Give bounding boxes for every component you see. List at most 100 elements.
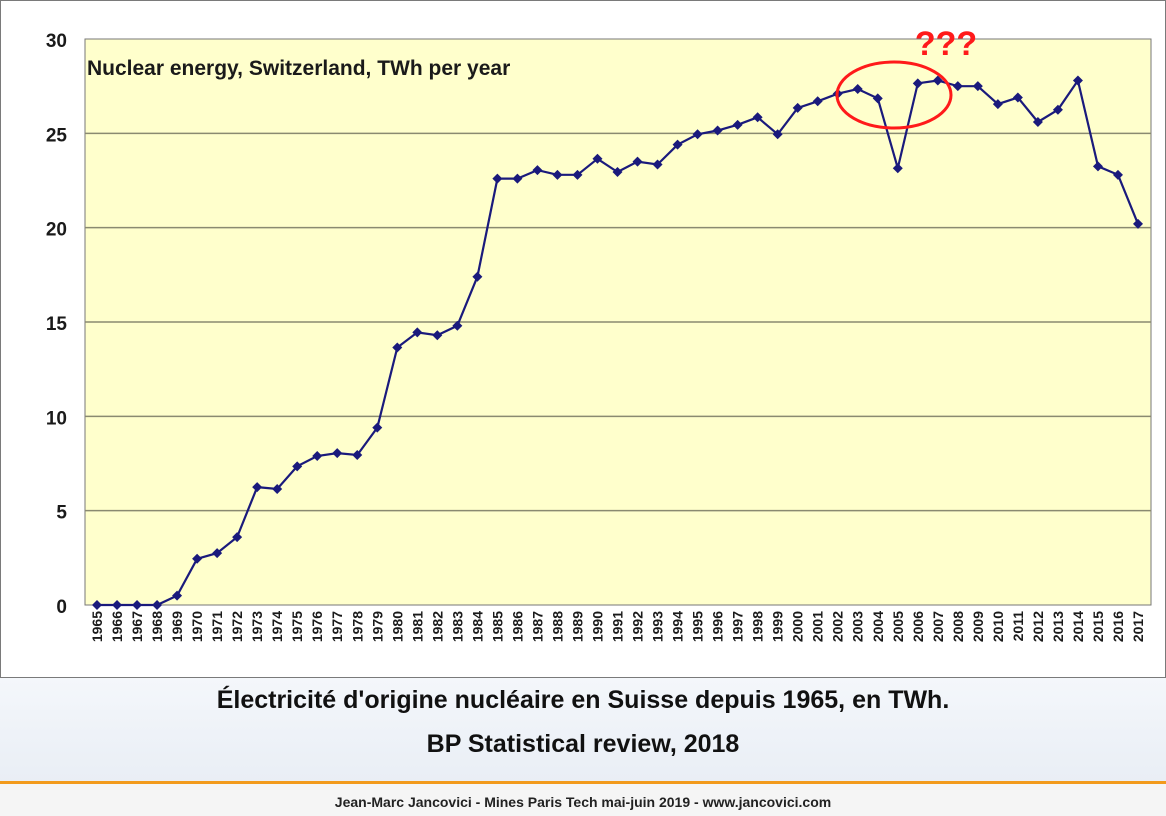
x-tick-label: 1992 <box>630 611 646 642</box>
data-point <box>992 99 1003 110</box>
data-point <box>772 129 783 140</box>
data-point <box>132 600 143 610</box>
x-tick-label: 1995 <box>690 611 706 642</box>
x-tick-label: 1988 <box>549 611 565 642</box>
x-tick-label: 2001 <box>810 611 826 642</box>
x-tick-label: 1987 <box>529 611 545 642</box>
annotation-highlight-ellipse <box>835 60 953 130</box>
footer-credit: Jean-Marc Jancovici - Mines Paris Tech m… <box>334 794 832 810</box>
x-tick-label: 1991 <box>610 611 626 642</box>
data-point <box>592 153 603 164</box>
data-point <box>572 169 583 180</box>
data-point <box>492 173 503 184</box>
data-point <box>232 532 243 543</box>
data-point <box>92 600 102 610</box>
x-tick-label: 1980 <box>389 611 405 642</box>
x-tick-label: 2008 <box>950 611 966 642</box>
data-point <box>932 75 943 86</box>
data-point <box>652 159 663 170</box>
x-tick-label: 2007 <box>930 611 946 642</box>
footer-divider <box>0 781 1166 784</box>
data-point <box>392 342 403 353</box>
chart-frame: 0 5 10 15 20 25 30 1965 1966 1967 1968 1969 1970 197… <box>0 0 1166 678</box>
x-tick-label: 2014 <box>1070 611 1086 642</box>
x-tick-label: 1986 <box>509 611 525 642</box>
x-tick-label: 2004 <box>870 611 886 642</box>
data-point <box>192 553 203 564</box>
x-tick-label: 1979 <box>369 611 385 642</box>
data-point <box>432 330 443 341</box>
x-tick-label: 1967 <box>129 611 145 642</box>
x-tick-label: 2010 <box>990 611 1006 642</box>
data-point <box>472 271 483 282</box>
x-tick-label: 1965 <box>89 611 105 642</box>
x-tick-label: 1993 <box>650 611 666 642</box>
caption-source: BP Statistical review, 2018 <box>426 730 740 758</box>
data-point <box>732 119 743 130</box>
data-point <box>1112 169 1123 180</box>
data-point <box>332 448 343 459</box>
x-tick-label: 1968 <box>149 611 165 642</box>
data-point <box>252 482 263 493</box>
data-point <box>292 461 303 472</box>
caption-title: Électricité d'origine nucléaire en Suiss… <box>216 686 950 714</box>
x-tick-label: 1972 <box>229 611 245 642</box>
x-tick-label: 1975 <box>289 611 305 642</box>
chart-title: Nuclear energy, Switzerland, TWh per yea… <box>87 57 510 80</box>
data-point <box>812 96 823 107</box>
data-point <box>552 169 563 180</box>
data-point <box>152 600 163 610</box>
x-tick-label: 2012 <box>1030 611 1046 642</box>
gridlines <box>85 132 1151 512</box>
data-point <box>512 173 523 184</box>
data-point <box>532 165 543 176</box>
y-tick-label: 25 <box>46 125 68 146</box>
data-point <box>312 450 323 461</box>
x-tick-label: 1970 <box>189 611 205 642</box>
y-tick-label: 20 <box>46 220 67 241</box>
x-tick-label: 1994 <box>670 611 686 642</box>
x-tick-label: 2013 <box>1050 611 1066 642</box>
x-tick-label: 1973 <box>249 611 265 642</box>
data-point <box>372 422 383 433</box>
x-tick-label: 1985 <box>489 611 505 642</box>
annotation-question-marks: ??? <box>915 25 977 63</box>
x-tick-label: 1969 <box>169 611 185 642</box>
data-point <box>412 327 423 338</box>
data-point <box>1012 92 1023 103</box>
data-point <box>1052 104 1063 115</box>
x-tick-label: 2003 <box>850 611 866 642</box>
data-point <box>1092 161 1103 172</box>
data-point <box>1032 117 1043 128</box>
x-tick-label: 1982 <box>429 611 445 642</box>
data-point <box>272 483 283 494</box>
data-point <box>752 112 763 123</box>
x-tick-label: 1977 <box>329 611 345 642</box>
data-point <box>692 129 703 140</box>
series-nuclear-energy <box>92 75 1143 610</box>
x-tick-label: 2009 <box>970 611 986 642</box>
data-point <box>632 156 643 167</box>
x-tick-label: 1981 <box>409 611 425 642</box>
x-tick-label: 2002 <box>830 611 846 642</box>
y-tick-label: 5 <box>56 503 67 524</box>
data-point <box>112 600 123 610</box>
x-tick-label: 1983 <box>449 611 465 642</box>
data-point <box>1133 218 1143 229</box>
x-tick-label: 2016 <box>1110 611 1126 642</box>
data-point <box>852 83 863 94</box>
y-tick-label: 10 <box>46 408 67 429</box>
data-point <box>972 81 983 92</box>
x-tick-label: 1984 <box>469 611 485 642</box>
data-point <box>872 93 883 104</box>
data-point <box>672 139 683 150</box>
x-tick-label: 2000 <box>790 611 806 642</box>
x-tick-label: 1990 <box>589 611 605 642</box>
data-point <box>792 102 803 113</box>
x-tick-label: 1974 <box>269 611 285 642</box>
data-point <box>172 590 183 601</box>
x-tick-label: 1998 <box>750 611 766 642</box>
y-tick-label: 30 <box>46 31 67 52</box>
x-tick-label: 1996 <box>710 611 726 642</box>
